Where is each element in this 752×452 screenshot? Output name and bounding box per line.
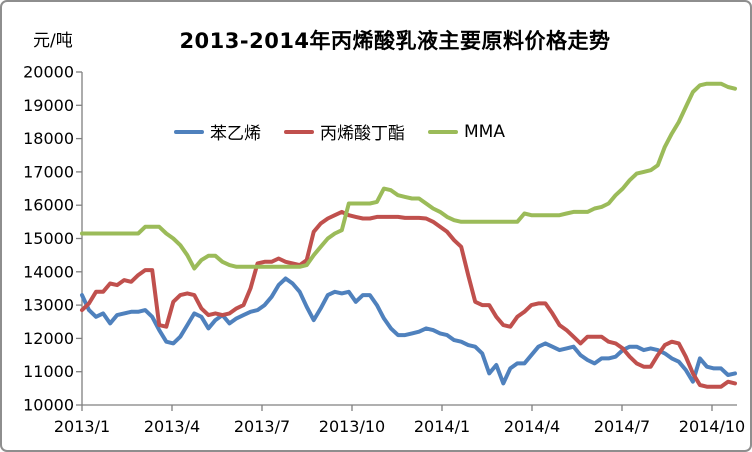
y-tick-label: 15000	[23, 229, 74, 248]
y-tick-label: 12000	[23, 329, 74, 348]
legend-item-mma: MMA	[428, 122, 505, 142]
legend-item-styrene: 苯乙烯	[174, 119, 261, 144]
series-line-丙烯酸丁酯	[80, 209, 737, 389]
y-tick-label: 18000	[23, 129, 74, 148]
series-line-MMA	[80, 81, 737, 271]
y-tick-label: 13000	[23, 296, 74, 315]
y-tick-label: 11000	[23, 362, 74, 381]
y-tick-label: 16000	[23, 196, 74, 215]
x-tick-label: 2014/4	[504, 417, 560, 436]
butyl-acrylate-line-sample-icon	[284, 129, 314, 134]
x-tick-label: 2013/7	[234, 417, 290, 436]
series-line-苯乙烯	[80, 276, 737, 386]
y-tick-label: 14000	[23, 262, 74, 281]
styrene-line-sample-icon	[174, 129, 204, 134]
y-tick-label: 20000	[23, 63, 74, 82]
x-tick-label: 2014/10	[679, 417, 745, 436]
y-tick-label: 19000	[23, 96, 74, 115]
legend-label-styrene: 苯乙烯	[210, 124, 261, 144]
x-tick-label: 2013/10	[319, 417, 385, 436]
legend-label-mma: MMA	[464, 121, 505, 142]
x-tick-label: 2014/7	[594, 417, 650, 436]
legend-item-butyl-acrylate: 丙烯酸丁酯	[284, 119, 405, 144]
y-axis-unit-label: 元/吨	[33, 31, 73, 51]
legend-label-butyl-acrylate: 丙烯酸丁酯	[320, 124, 405, 144]
x-tick-label: 2014/1	[414, 417, 470, 436]
y-tick-label: 17000	[23, 162, 74, 181]
x-tick-label: 2013/1	[54, 417, 110, 436]
x-tick-label: 2013/4	[144, 417, 200, 436]
y-tick-label: 10000	[23, 396, 74, 415]
mma-line-sample-icon	[428, 129, 458, 134]
legend: 苯乙烯 丙烯酸丁酯 MMA	[174, 119, 505, 144]
chart-title: 2013-2014年丙烯酸乳液主要原料价格走势	[179, 29, 611, 53]
